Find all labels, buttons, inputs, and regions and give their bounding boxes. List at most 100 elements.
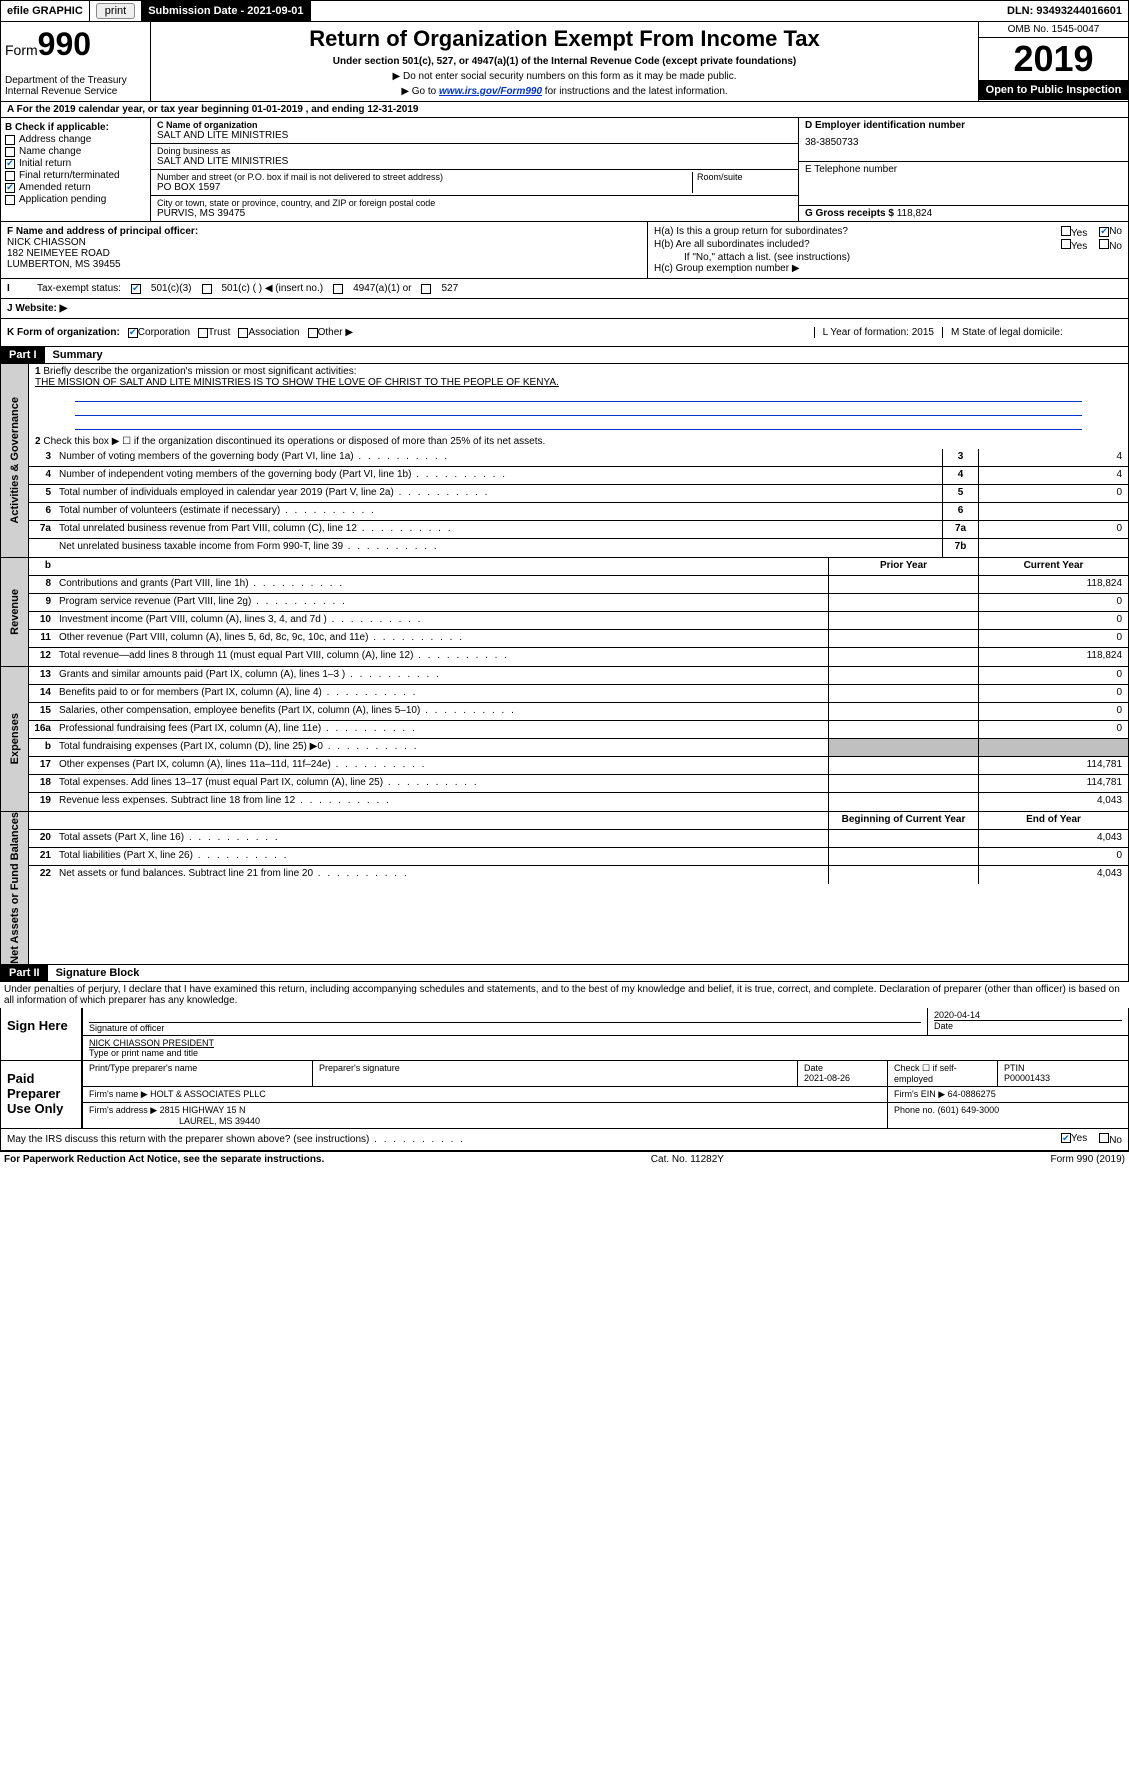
b-item-label: Address change [19, 134, 91, 145]
year-formation: L Year of formation: 2015 [814, 327, 942, 338]
form990-link[interactable]: www.irs.gov/Form990 [439, 86, 542, 97]
firm-ein-label: Firm's EIN ▶ [894, 1089, 945, 1099]
line-num: 4 [29, 467, 55, 484]
ein-value: 38-3850733 [805, 137, 1122, 148]
b-checkbox[interactable] [5, 183, 15, 193]
form-number: Form990 [5, 26, 146, 63]
print-button[interactable]: print [96, 3, 135, 19]
current-amt: 0 [978, 703, 1128, 720]
line-value: 4 [978, 467, 1128, 484]
corp-checkbox[interactable] [128, 328, 138, 338]
line-value [978, 503, 1128, 520]
current-year-hdr: Current Year [978, 558, 1128, 575]
line-text: Total liabilities (Part X, line 26) [55, 848, 828, 865]
revenue-section: Revenue b Prior Year Current Year 8Contr… [0, 558, 1129, 667]
ha-no-checkbox[interactable] [1099, 227, 1109, 237]
footer-right: Form 990 (2019) [1051, 1154, 1125, 1165]
line-num: 18 [29, 775, 55, 792]
501c-checkbox[interactable] [202, 284, 212, 294]
b-item-label: Initial return [19, 158, 71, 169]
b-item-label: Amended return [19, 182, 91, 193]
discuss-no-checkbox[interactable] [1099, 1133, 1109, 1143]
dba-name: SALT AND LITE MINISTRIES [157, 156, 792, 167]
corp-label: Corporation [138, 327, 190, 338]
firm-name-label: Firm's name ▶ [89, 1089, 148, 1099]
assoc-checkbox[interactable] [238, 328, 248, 338]
hb-yes-checkbox[interactable] [1061, 239, 1071, 249]
current-amt: 118,824 [978, 648, 1128, 666]
website-label: J Website: ▶ [7, 303, 67, 314]
rev-b: b [29, 558, 55, 575]
ssn-note: ▶ Do not enter social security numbers o… [159, 71, 970, 82]
discuss-yes-checkbox[interactable] [1061, 1133, 1071, 1143]
dept-treasury: Department of the Treasury Internal Reve… [5, 75, 146, 97]
line-box: 5 [942, 485, 978, 502]
line-num: 17 [29, 757, 55, 774]
b-checkbox[interactable] [5, 171, 15, 181]
beginning-hdr: Beginning of Current Year [828, 812, 978, 829]
line-num: 11 [29, 630, 55, 647]
line-text: Other revenue (Part VIII, column (A), li… [55, 630, 828, 647]
line-box: 6 [942, 503, 978, 520]
b-checkbox[interactable] [5, 159, 15, 169]
line-text: Professional fundraising fees (Part IX, … [55, 721, 828, 738]
goto-post: for instructions and the latest informat… [542, 86, 728, 97]
hb-no-checkbox[interactable] [1099, 239, 1109, 249]
part1-badge: Part I [1, 347, 45, 363]
current-amt: 0 [978, 594, 1128, 611]
prior-amt [828, 721, 978, 738]
b-item-label: Name change [19, 146, 81, 157]
omb-number: OMB No. 1545-0047 [979, 22, 1128, 38]
line-text: Number of voting members of the governin… [55, 449, 942, 466]
line-text: Total unrelated business revenue from Pa… [55, 521, 942, 538]
line-text: Revenue less expenses. Subtract line 18 … [55, 793, 828, 811]
mission-line [75, 390, 1082, 402]
sign-date-label: Date [934, 1020, 1122, 1031]
line-text: Grants and similar amounts paid (Part IX… [55, 667, 828, 684]
current-amt: 0 [978, 667, 1128, 684]
line2-checkbox: 2 Check this box ▶ ☐ if the organization… [29, 434, 1128, 449]
col-c-org-info: C Name of organization SALT AND LITE MIN… [151, 118, 798, 221]
other-checkbox[interactable] [308, 328, 318, 338]
firm-addr2: LAUREL, MS 39440 [179, 1116, 260, 1126]
form-subtitle: Under section 501(c), 527, or 4947(a)(1)… [159, 56, 970, 67]
b-checkbox[interactable] [5, 135, 15, 145]
ha-yesno: Yes No [1061, 226, 1122, 239]
paid-preparer-section: Paid Preparer Use Only Print/Type prepar… [0, 1061, 1129, 1129]
row-f-h: F Name and address of principal officer:… [0, 222, 1129, 279]
tax-year: 2019 [979, 38, 1128, 80]
ha-yes-checkbox[interactable] [1061, 226, 1071, 236]
line-num: 16a [29, 721, 55, 738]
line-text: Total number of individuals employed in … [55, 485, 942, 502]
prep-date: 2021-08-26 [804, 1073, 850, 1083]
line-value: 0 [978, 521, 1128, 538]
current-amt: 4,043 [978, 866, 1128, 884]
goto-pre: ▶ Go to [401, 86, 439, 97]
form-title: Return of Organization Exempt From Incom… [159, 26, 970, 52]
org-name: SALT AND LITE MINISTRIES [157, 130, 792, 141]
paid-preparer-label: Paid Preparer Use Only [1, 1061, 81, 1128]
b-checkbox[interactable] [5, 195, 15, 205]
mission-line [75, 404, 1082, 416]
mission-label: Briefly describe the organization's miss… [43, 366, 356, 377]
current-amt: 0 [978, 848, 1128, 865]
line-num: 6 [29, 503, 55, 520]
expenses-section: Expenses 13Grants and similar amounts pa… [0, 667, 1129, 812]
trust-checkbox[interactable] [198, 328, 208, 338]
firm-phone: (601) 649-3000 [938, 1105, 1000, 1115]
4947-checkbox[interactable] [333, 284, 343, 294]
501c3-checkbox[interactable] [131, 284, 141, 294]
line-num: 8 [29, 576, 55, 593]
part2-badge: Part II [1, 965, 48, 981]
b-checkbox[interactable] [5, 147, 15, 157]
current-amt: 4,043 [978, 830, 1128, 847]
form-header: Form990 Department of the Treasury Inter… [0, 22, 1129, 102]
line-num: 22 [29, 866, 55, 884]
page-footer: For Paperwork Reduction Act Notice, see … [0, 1151, 1129, 1167]
sign-date: 2020-04-14 [934, 1010, 1122, 1020]
prior-amt [828, 739, 978, 756]
net-header: Beginning of Current Year End of Year [29, 812, 1128, 830]
firm-addr1: 2815 HIGHWAY 15 N [160, 1105, 246, 1115]
527-checkbox[interactable] [421, 284, 431, 294]
line1-mission: 1 Briefly describe the organization's mi… [29, 364, 1128, 434]
